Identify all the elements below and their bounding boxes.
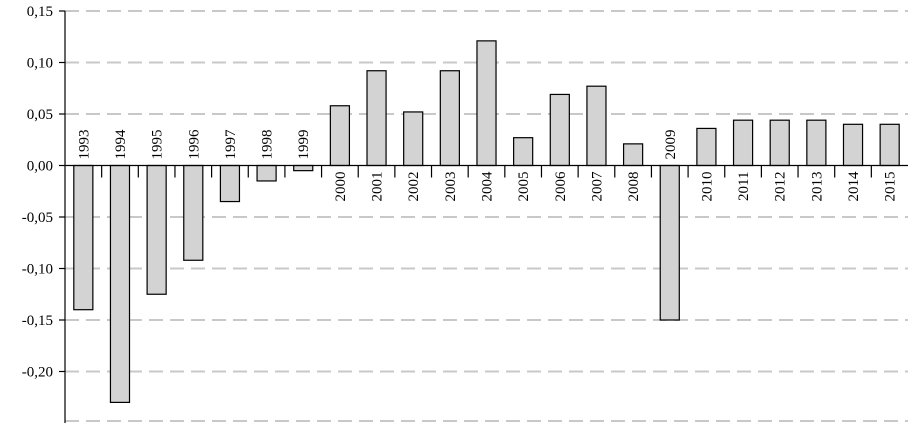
bar-2006 [549, 93, 570, 167]
bar-2012 [769, 119, 790, 167]
category-labels: 1993 1994 1995 1996 1997 1998 1999 2000 2001 2002… [76, 129, 898, 202]
y-tick-label: 0,15 [27, 4, 53, 20]
category-label: 2011 [736, 172, 752, 201]
bar-2003 [439, 70, 460, 167]
bar-2014 [842, 123, 864, 167]
category-label: 2008 [626, 172, 642, 202]
bar-2007 [586, 85, 607, 167]
bar-2015 [879, 123, 900, 167]
category-label: 2000 [333, 172, 349, 202]
y-tick-label: 0,00 [27, 159, 53, 175]
category-label: 2005 [516, 172, 532, 202]
category-label: 1999 [296, 130, 312, 160]
y-tick-label: -0,15 [22, 313, 53, 329]
category-label: 1995 [150, 130, 166, 160]
y-tick-label: -0,20 [22, 365, 53, 381]
y-axis-tick-labels: -0,20 -0,15 -0,10 -0,05 0,00 0,05 0,10 0,15 [22, 4, 53, 381]
bar-2002 [403, 111, 424, 167]
bar-1993 [73, 164, 94, 311]
category-label: 2007 [589, 171, 605, 202]
category-label: 2009 [663, 130, 679, 160]
bar-1999 [293, 164, 314, 172]
bar-1994 [109, 164, 131, 403]
category-label: 2010 [699, 172, 715, 202]
bar-2005 [513, 137, 534, 167]
category-label: 2015 [883, 172, 899, 202]
category-label: 2002 [406, 172, 422, 202]
category-label: 2003 [443, 172, 459, 202]
bar-2009 [659, 164, 680, 321]
bar-1997 [219, 164, 241, 203]
bar-2000 [329, 105, 351, 167]
category-label: 2004 [480, 171, 496, 202]
x-axis-tick-marks [59, 10, 872, 373]
category-label: 2006 [553, 171, 569, 202]
category-label: 2012 [773, 172, 789, 202]
category-label: 2014 [846, 171, 862, 202]
y-tick-label: 0,05 [27, 107, 53, 123]
grid-lines [65, 10, 908, 422]
bar-1996 [183, 164, 204, 261]
bar-2001 [366, 70, 387, 167]
bar-1995 [146, 164, 167, 295]
category-label: 1993 [76, 130, 92, 160]
y-tick-label: 0,10 [27, 56, 53, 72]
category-label: 2001 [370, 172, 386, 202]
category-label: 1996 [186, 129, 202, 160]
bar-1998 [256, 164, 277, 182]
category-label: 1997 [223, 129, 239, 160]
bar-2013 [806, 119, 827, 167]
y-tick-label: -0,10 [22, 262, 53, 278]
category-label: 2013 [809, 172, 825, 202]
category-label: 1994 [113, 129, 129, 160]
y-tick-label: -0,05 [22, 210, 53, 226]
bar-2010 [696, 127, 717, 167]
bar-2011 [732, 119, 754, 167]
bar-2008 [622, 143, 644, 167]
bar-2004 [476, 40, 497, 167]
bars [73, 40, 900, 403]
category-label: 1998 [260, 130, 276, 160]
